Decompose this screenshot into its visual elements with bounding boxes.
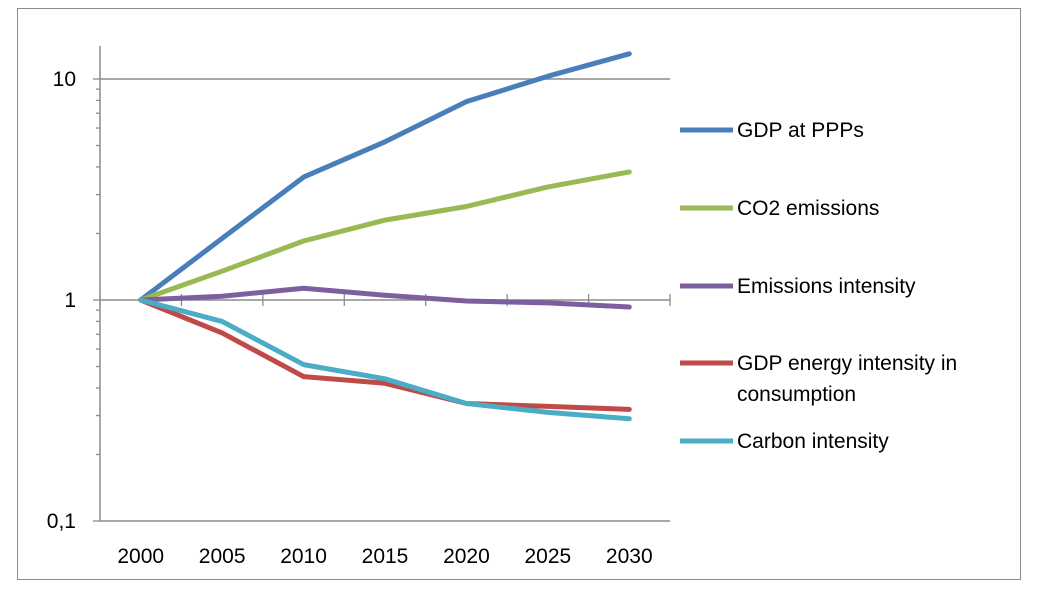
x-tick-label: 2010: [280, 545, 327, 568]
x-tick-label: 2020: [443, 545, 490, 568]
legend-label-gdp-energy-intensity-in-consumption: GDP energy intensity in: [737, 352, 957, 375]
x-tick-label: 2030: [606, 545, 653, 568]
legend-label-co2-emissions: CO2 emissions: [737, 197, 879, 220]
x-tick-label: 2025: [524, 545, 571, 568]
series-line-gdp-at-ppps: [138, 51, 632, 303]
series-line-co2-emissions: [138, 169, 632, 303]
chart-frame: [17, 8, 1021, 580]
y-tick-label: 10: [53, 68, 76, 91]
legend-label-carbon-intensity: Carbon intensity: [737, 430, 889, 453]
gridlines: [100, 78, 670, 301]
y-tick-label: 1: [64, 289, 76, 312]
series-lines: [138, 51, 632, 422]
legend: GDP at PPPs CO2 emissions Emissions intens…: [680, 119, 957, 453]
legend-label-emissions-intensity: Emissions intensity: [737, 275, 916, 298]
axes: 0,1 1 10 2000 2005 2010 2015 2020 2025 2030: [47, 46, 671, 568]
x-tick-label: 2005: [199, 545, 246, 568]
x-tick-label: 2015: [362, 545, 409, 568]
series-line-carbon-intensity: [138, 297, 632, 422]
x-tick-label: 2000: [117, 545, 164, 568]
legend-label-gdp-at-ppps: GDP at PPPs: [737, 119, 864, 142]
y-tick-label: 0,1: [47, 510, 76, 533]
series-line-emissions-intensity: [138, 285, 632, 310]
legend-label-gdp-energy-intensity-in-consumption: consumption: [737, 383, 856, 406]
series-line-gdp-energy-intensity-in-consumption: [138, 297, 632, 412]
